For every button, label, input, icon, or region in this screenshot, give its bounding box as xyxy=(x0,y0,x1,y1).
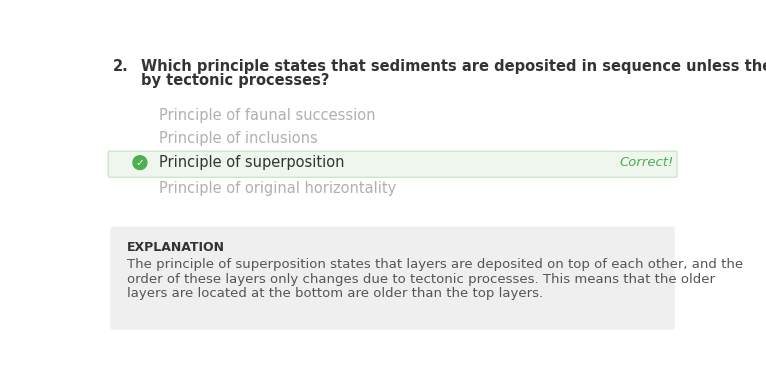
Text: by tectonic processes?: by tectonic processes? xyxy=(141,73,329,88)
Text: EXPLANATION: EXPLANATION xyxy=(126,241,224,254)
Text: 2.: 2. xyxy=(113,59,129,74)
Text: Principle of original horizontality: Principle of original horizontality xyxy=(159,181,397,196)
Text: The principle of superposition states that layers are deposited on top of each o: The principle of superposition states th… xyxy=(126,258,743,271)
Text: layers are located at the bottom are older than the top layers.: layers are located at the bottom are old… xyxy=(126,287,543,300)
Text: order of these layers only changes due to tectonic processes. This means that th: order of these layers only changes due t… xyxy=(126,273,715,286)
Text: Principle of inclusions: Principle of inclusions xyxy=(159,131,318,146)
FancyBboxPatch shape xyxy=(110,226,675,330)
Text: Principle of superposition: Principle of superposition xyxy=(159,155,345,170)
Text: Principle of faunal succession: Principle of faunal succession xyxy=(159,108,376,123)
Text: Correct!: Correct! xyxy=(620,156,674,169)
FancyBboxPatch shape xyxy=(108,151,677,177)
Circle shape xyxy=(133,156,147,169)
Text: ✓: ✓ xyxy=(136,158,144,168)
Text: Which principle states that sediments are deposited in sequence unless they are : Which principle states that sediments ar… xyxy=(141,59,766,74)
